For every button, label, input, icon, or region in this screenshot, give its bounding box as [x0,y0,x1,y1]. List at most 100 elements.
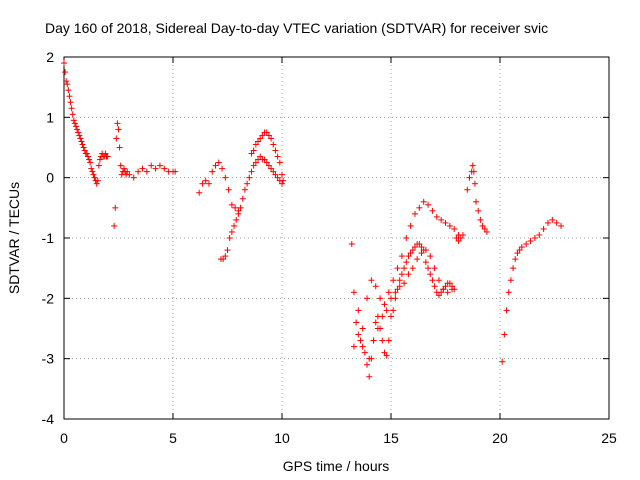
data-point [536,231,543,238]
data-point [252,141,259,148]
y-tick-label: -4 [42,411,55,427]
data-point [263,129,270,136]
data-point [510,265,517,272]
data-points [61,60,565,380]
data-point [429,277,436,284]
data-point [407,222,414,229]
data-point [72,123,79,130]
data-point [523,241,530,248]
data-point [161,165,168,172]
grid-lines [64,57,609,419]
y-tick-label: -1 [42,230,55,246]
data-point [67,99,74,106]
data-point [442,283,449,290]
data-point [80,144,87,151]
x-tick-labels: 0 5 10 15 20 25 [60,430,617,446]
data-point [255,138,262,145]
data-point [429,207,436,214]
data-point [248,168,255,175]
data-point [516,247,523,254]
data-point [220,256,227,263]
data-point [416,241,423,248]
data-point [69,111,76,118]
data-point [113,135,120,142]
data-point [446,280,453,287]
data-point [366,355,373,362]
data-point [148,162,155,169]
data-point [364,295,371,302]
data-point [87,159,94,166]
data-point [202,177,209,184]
data-point [76,132,83,139]
data-point [383,352,390,359]
data-point [438,216,445,223]
data-point [405,253,412,260]
data-point [388,313,394,320]
data-point [501,331,508,338]
y-tick-label: 0 [46,170,54,186]
data-point [435,277,442,284]
data-point [232,204,239,211]
data-point [381,349,388,356]
data-point [268,135,275,142]
data-point [86,156,93,163]
data-point [102,150,109,157]
data-point [156,162,163,169]
data-point [418,244,425,251]
data-point [372,319,379,326]
data-point [431,265,438,272]
x-tick-label: 0 [60,430,68,446]
data-point [477,216,484,223]
data-point [473,198,480,205]
data-point [246,174,253,181]
data-point [398,253,405,260]
data-point [88,165,95,172]
data-point [237,204,244,211]
data-point [405,271,412,278]
data-point [427,271,434,278]
data-point [359,343,366,350]
data-point [61,60,67,67]
data-point [124,168,131,175]
data-point [62,69,69,76]
data-point [115,126,122,133]
data-point [104,153,111,160]
data-point [252,159,259,166]
chart-title: Day 160 of 2018, Sidereal Day-to-day VTE… [45,20,548,36]
x-tick-label: 5 [169,430,177,446]
x-tick-label: 25 [601,430,617,446]
data-point [126,171,133,178]
data-point [196,189,203,196]
data-point [117,162,124,169]
data-point [374,325,381,332]
data-point [70,117,77,124]
data-point [435,292,442,299]
y-tick-labels: -4 -3 -2 -1 0 1 2 [42,49,55,427]
data-point [507,277,514,284]
data-point [427,253,434,260]
data-point [268,165,275,172]
data-point [263,159,270,166]
data-point [355,331,362,338]
data-point [401,265,408,272]
data-point [422,259,429,266]
data-point [512,256,519,263]
data-point [518,244,525,251]
data-point [385,337,392,344]
y-tick-label: -3 [42,351,55,367]
data-point [422,247,429,254]
data-point [425,265,432,272]
data-point [114,120,121,127]
y-tick-label: -2 [42,290,55,306]
data-point [212,162,219,169]
data-point [455,231,462,238]
data-point [505,289,512,296]
data-point [270,168,277,175]
data-point [235,210,242,217]
data-point [544,219,551,226]
data-point [350,343,357,350]
data-point [78,138,85,145]
data-point [379,313,386,320]
